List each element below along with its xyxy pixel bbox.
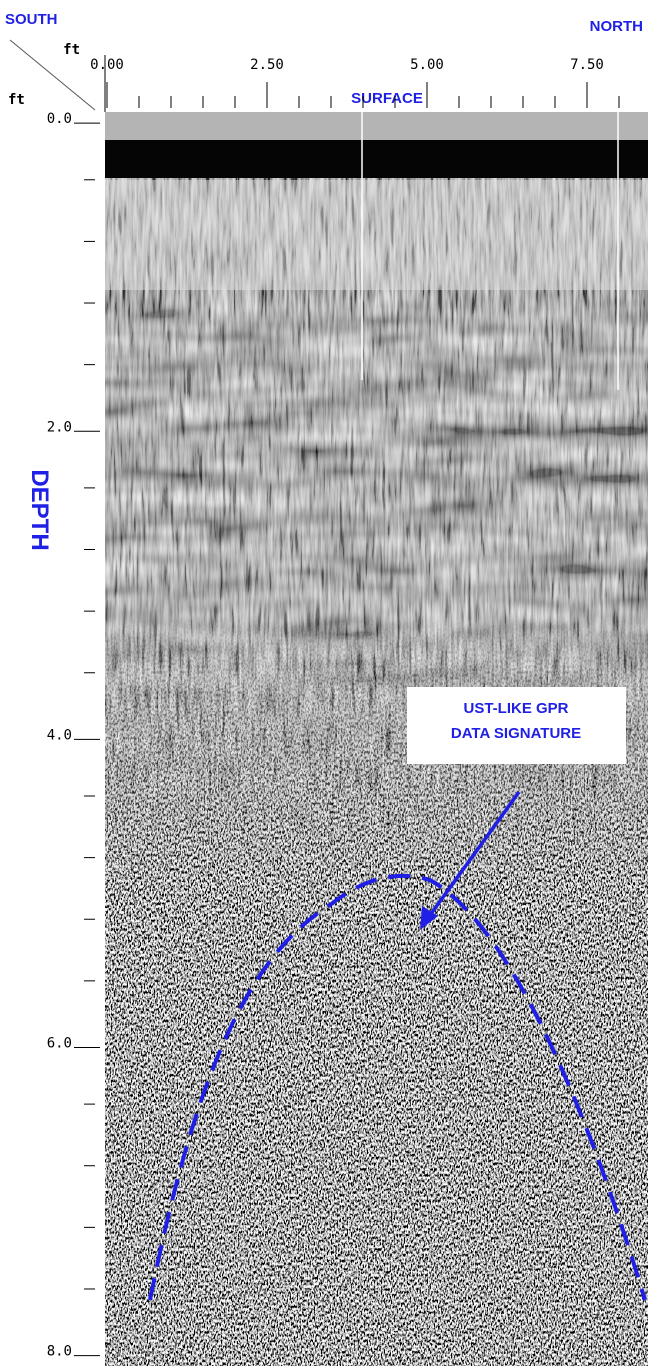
arrow-shaft [426, 790, 521, 920]
north-label: NORTH [590, 18, 643, 35]
annotation-box [407, 687, 626, 764]
y-tick-label: 2.0 [47, 419, 72, 435]
x-tick-label: 7.50 [570, 57, 604, 73]
y-tick-label: 8.0 [47, 1344, 72, 1360]
hyperbola-outline [148, 873, 647, 1301]
annotation-text: UST-LIKE GPR [463, 700, 568, 717]
surface-box [333, 87, 441, 109]
y-tick-label: 0.0 [47, 111, 72, 127]
axes: 0.00 2.50 5.00 7.50 0.0 2.0 4.0 6.0 8.0 [47, 57, 620, 1360]
x-unit: ft [63, 42, 80, 58]
y-tick-label: 4.0 [47, 727, 72, 743]
x-tick-label: 5.00 [410, 57, 444, 73]
arrow-head [420, 906, 438, 930]
corner-diagonal [9, 39, 96, 111]
south-label: SOUTH [5, 11, 58, 28]
surface-label: SURFACE [351, 90, 423, 107]
y-unit: ft [8, 92, 25, 108]
x-tick-label: 0.00 [90, 57, 124, 73]
depth-label: DEPTH [26, 469, 53, 550]
x-tick-label: 2.50 [250, 57, 284, 73]
y-tick-label: 6.0 [47, 1035, 72, 1051]
annotation-text: DATA SIGNATURE [451, 725, 581, 742]
